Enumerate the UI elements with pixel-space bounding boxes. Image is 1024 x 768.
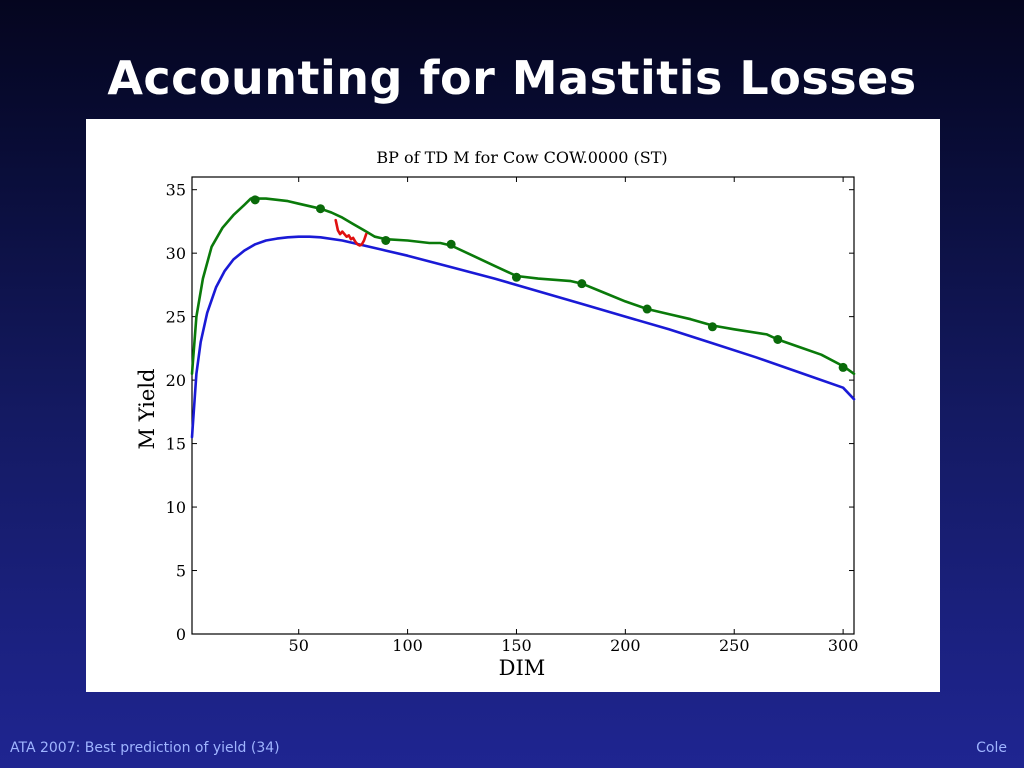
yield-chart: BP of TD M for Cow COW.0000 (ST) DIM M Y… (135, 148, 859, 680)
data-point (773, 334, 783, 344)
x-tick-label: 200 (610, 636, 641, 655)
data-point (250, 195, 260, 205)
y-tick-label: 10 (166, 498, 186, 517)
series-line-mastitis (334, 218, 368, 247)
y-tick-label: 20 (166, 371, 186, 390)
y-tick-label: 5 (176, 562, 186, 581)
x-tick-label: 150 (501, 636, 532, 655)
y-tick-label: 0 (176, 625, 186, 644)
footer-caption: ATA 2007: Best prediction of yield (34) (10, 740, 280, 756)
x-tick-label: 50 (289, 636, 309, 655)
y-tick-label: 30 (166, 244, 186, 263)
data-point (446, 239, 456, 249)
data-point (707, 322, 717, 332)
plot-frame (191, 176, 855, 635)
chart-title: BP of TD M for Cow COW.0000 (ST) (376, 148, 667, 167)
footer-author: Cole (976, 740, 1007, 756)
data-point (577, 279, 587, 289)
y-tick-label: 15 (166, 435, 186, 454)
series-line-standard (190, 235, 856, 439)
y-tick-label: 35 (166, 181, 186, 200)
chart-figure: BP of TD M for Cow COW.0000 (ST) DIM M Y… (86, 119, 940, 692)
data-point (381, 235, 391, 245)
x-tick-label: 250 (719, 636, 750, 655)
y-axis-label: M Yield (135, 369, 159, 450)
data-point (642, 304, 652, 314)
x-axis-label: DIM (499, 656, 546, 680)
data-point (511, 272, 521, 282)
slide-title: Accounting for Mastitis Losses (107, 51, 917, 105)
y-tick-label: 25 (166, 308, 186, 327)
data-point (315, 204, 325, 214)
x-tick-label: 300 (828, 636, 859, 655)
x-tick-label: 100 (392, 636, 423, 655)
data-point (838, 362, 848, 372)
